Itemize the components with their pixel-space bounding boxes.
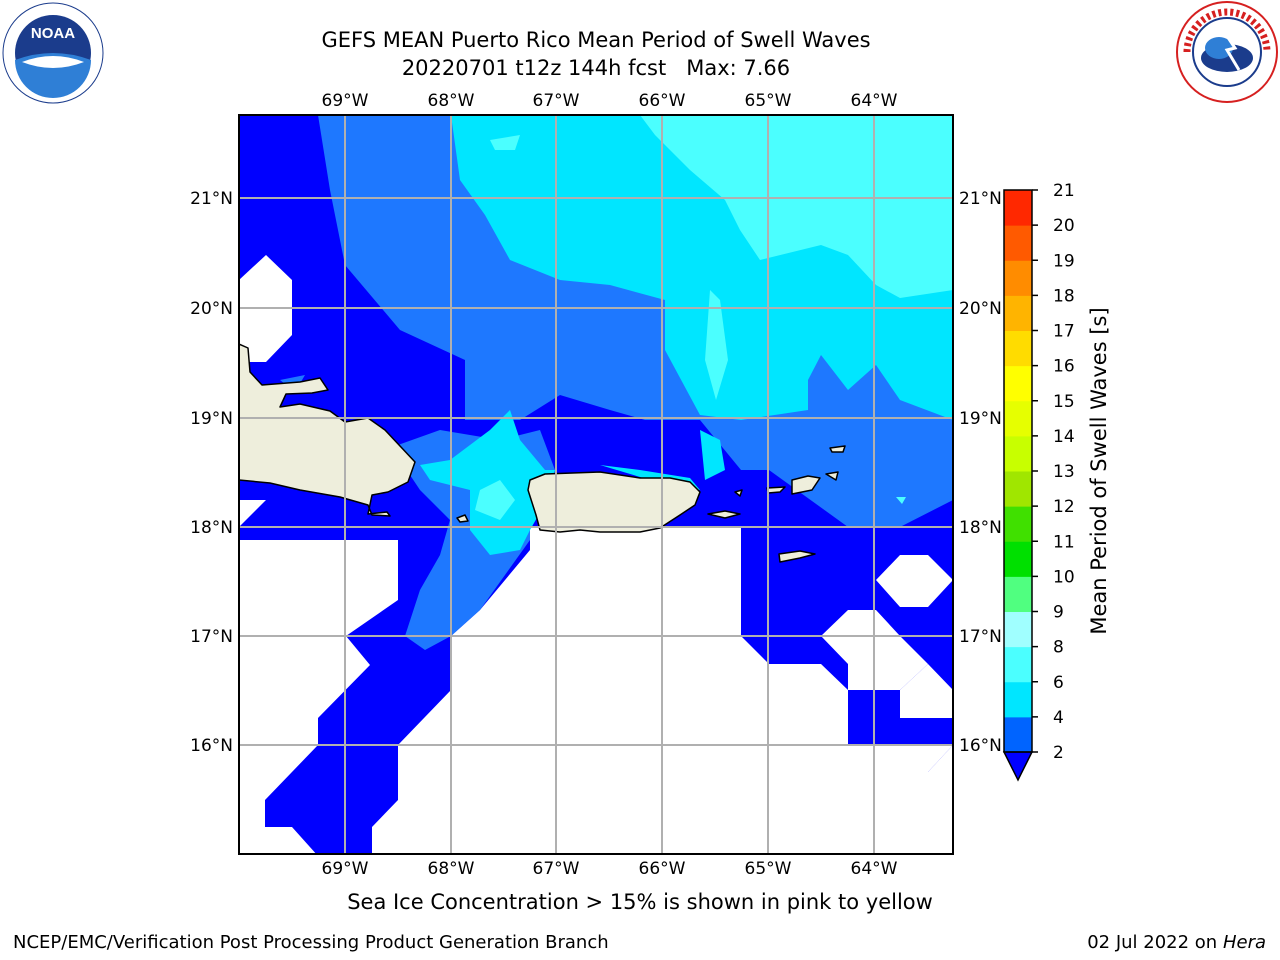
lon-label: 67°W <box>533 859 580 879</box>
colorbar-segment <box>1004 506 1032 542</box>
footer-date-text: 02 Jul 2022 on <box>1087 932 1223 953</box>
lon-label: 64°W <box>851 91 898 111</box>
lon-labels-top: 69°W 68°W 67°W 66°W 65°W 64°W <box>322 91 898 111</box>
gridlines <box>239 115 953 854</box>
lat-label: 21°N <box>959 189 1002 209</box>
colorbar-tick-label: 14 <box>1053 427 1075 447</box>
colorbar-tick-label: 20 <box>1053 216 1075 236</box>
colorbar-segment <box>1004 541 1032 577</box>
virgin-islands-3 <box>825 471 839 481</box>
nws-logo-icon <box>1176 1 1278 103</box>
virgin-islands-2 <box>791 475 821 495</box>
colorbar-tick-label: 11 <box>1053 532 1075 552</box>
culebra-island <box>734 489 743 497</box>
svg-text:NOAA: NOAA <box>31 25 75 42</box>
map-field <box>239 115 953 854</box>
map-frame <box>238 114 954 855</box>
colorbar-tick-label: 19 <box>1053 251 1075 271</box>
colorbar-segment <box>1004 681 1032 718</box>
colorbar-segment <box>1004 225 1032 261</box>
lon-label: 67°W <box>533 91 580 111</box>
lon-label: 69°W <box>322 859 369 879</box>
lat-label: 19°N <box>190 409 233 429</box>
sea-ice-note: Sea Ice Concentration > 15% is shown in … <box>347 890 933 914</box>
colorbar-segment <box>1004 190 1032 226</box>
colorbar-segment <box>1004 365 1032 402</box>
colorbar-segment <box>1004 646 1032 683</box>
colorbar-tick-label: 13 <box>1053 462 1075 482</box>
lat-label: 20°N <box>190 299 233 319</box>
lat-label: 17°N <box>959 627 1002 647</box>
colorbar-segment <box>1004 330 1032 367</box>
hispaniola-land <box>239 343 416 517</box>
colorbar-tick-label: 9 <box>1053 603 1064 623</box>
colorbar-tick-label: 12 <box>1053 497 1075 517</box>
lon-label: 65°W <box>745 91 792 111</box>
colorbar-tick-label: 21 <box>1053 181 1075 201</box>
colorbar-segment <box>1004 576 1032 612</box>
colorbar: 2 4 6 8 9 10 11 12 13 14 15 16 17 18 19 20 21 <box>1002 181 1075 782</box>
colorbar-segment <box>1004 295 1032 331</box>
lon-label: 66°W <box>639 91 686 111</box>
colorbar-segment <box>1004 260 1032 296</box>
footer-date: 02 Jul 2022 on Hera <box>1087 932 1266 953</box>
no-data-south <box>239 500 953 854</box>
colorbar-tick-label: 2 <box>1053 743 1064 763</box>
colorbar-tick-label: 17 <box>1053 322 1075 342</box>
colorbar-segment <box>1004 400 1032 437</box>
colorbar-segment <box>1004 611 1032 648</box>
contour-6-8 <box>475 115 953 520</box>
colorbar-tick-label: 18 <box>1053 286 1075 306</box>
lat-label: 18°N <box>959 518 1002 538</box>
mona-island <box>456 514 469 523</box>
lat-label: 16°N <box>959 736 1002 756</box>
lat-label: 21°N <box>190 189 233 209</box>
lon-label: 68°W <box>428 859 475 879</box>
chart-subtitle: 20220701 t12z 144h fcst Max: 7.66 <box>401 56 791 80</box>
colorbar-segment <box>1004 471 1032 507</box>
colorbar-tick-label: 8 <box>1053 638 1064 658</box>
lon-labels-bottom: 69°W 68°W 67°W 66°W 65°W 64°W <box>322 859 898 879</box>
lat-labels-right: 21°N 20°N 19°N 18°N 17°N 16°N <box>959 189 1002 756</box>
colorbar-tick-label: 10 <box>1053 567 1075 587</box>
saint-croix-island <box>778 550 816 563</box>
footer-machine: Hera <box>1222 932 1266 953</box>
lat-label: 16°N <box>190 736 233 756</box>
colorbar-label: Mean Period of Swell Waves [s] <box>1087 307 1111 634</box>
chart-title: GEFS MEAN Puerto Rico Mean Period of Swe… <box>321 28 871 52</box>
colorbar-extend-min <box>1002 751 1034 782</box>
lon-label: 64°W <box>851 859 898 879</box>
land <box>239 343 846 563</box>
lat-label: 19°N <box>959 409 1002 429</box>
colorbar-segment <box>1004 435 1032 472</box>
colorbar-tick-label: 15 <box>1053 392 1075 412</box>
no-data-east-holes <box>821 555 953 690</box>
colorbar-segment <box>1004 716 1032 753</box>
colorbar-tick-label: 4 <box>1053 708 1064 728</box>
anegada-island <box>829 445 846 453</box>
colorbar-tick-label: 6 <box>1053 673 1064 693</box>
lat-label: 17°N <box>190 627 233 647</box>
lat-label: 18°N <box>190 518 233 538</box>
footer-branch: NCEP/EMC/Verification Post Processing Pr… <box>13 932 609 953</box>
colorbar-tick-label: 16 <box>1053 357 1075 377</box>
lon-label: 69°W <box>322 91 369 111</box>
lat-labels-left: 21°N 20°N 19°N 18°N 17°N 16°N <box>190 189 233 756</box>
vieques-island <box>707 510 741 519</box>
noaa-logo-icon: NOAA <box>2 2 104 104</box>
lon-label: 68°W <box>428 91 475 111</box>
lon-label: 65°W <box>745 859 792 879</box>
lat-label: 20°N <box>959 299 1002 319</box>
lon-label: 66°W <box>639 859 686 879</box>
